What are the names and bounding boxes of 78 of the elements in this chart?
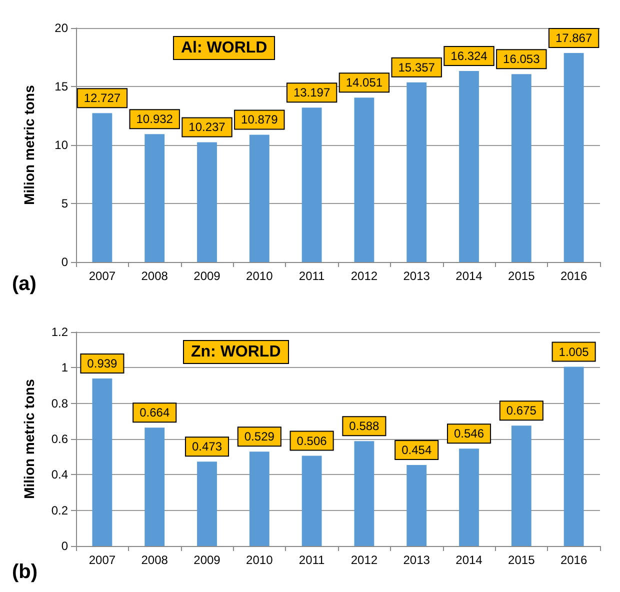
data-label: 0.664 [140,406,170,420]
x-tick-label: 2008 [141,553,168,567]
y-tick-label: 0.6 [51,432,68,446]
bar [564,366,584,546]
y-axis-title: Milion metric tons [21,378,37,499]
data-label: 0.473 [192,440,222,454]
data-label: 0.546 [454,426,484,441]
x-tick-label: 2012 [350,553,378,567]
bar [92,113,112,262]
bar [144,134,165,262]
bar [249,452,270,546]
x-tick-label: 2007 [88,269,116,283]
x-tick-label: 2015 [508,269,536,283]
bar [144,428,165,546]
data-label: 1.005 [558,344,590,359]
text: (a) [12,273,36,295]
data-label: 14.051 [346,76,383,90]
bar [511,426,532,546]
x-tick-label: 2015 [508,553,536,567]
bar [564,52,584,262]
data-label: 16.324 [450,49,488,64]
y-tick-label: 5 [61,196,68,210]
x-tick-label: 2014 [456,269,483,283]
bar [197,142,217,262]
x-tick-label: 2016 [560,269,588,283]
bar [354,98,374,262]
y-tick-label: 0 [61,539,68,553]
data-label: 17.867 [555,30,592,45]
bar [249,134,270,262]
text: (b) [12,561,38,583]
y-tick-label: 0.8 [51,396,68,410]
data-label: 0.939 [87,356,118,371]
y-tick-label: 0.2 [51,503,68,518]
x-tick-label: 2011 [298,553,326,567]
data-label: 10.879 [241,112,278,127]
x-tick-label: 2007 [88,553,116,567]
x-tick-label: 2008 [141,269,168,283]
x-tick-label: 2010 [246,269,274,283]
data-label: 13.197 [293,86,330,100]
y-tick-label: 10 [54,138,68,152]
y-tick-label: 0 [61,255,68,269]
bar [92,378,112,546]
y-axis-title: Milion metric tons [21,84,37,205]
bar [459,448,479,546]
bar [406,465,427,546]
data-label: 0.506 [296,434,328,448]
bar [354,441,374,546]
data-label: 10.932 [136,112,174,126]
text: Zn: WORLD [191,344,281,360]
x-tick-label: 2014 [456,553,483,567]
bar [406,82,427,262]
x-tick-label: 2009 [194,553,221,567]
text: Al: WORLD [181,40,268,56]
bar [302,108,322,262]
y-tick-label: 1 [61,360,68,375]
bar [459,71,479,262]
data-label: 0.588 [349,419,380,434]
x-tick-label: 2009 [194,269,221,283]
y-tick-label: 20 [54,21,68,35]
x-tick-label: 2012 [350,269,378,283]
y-tick-label: 0.4 [51,468,68,482]
x-tick-label: 2016 [560,553,588,567]
data-label: 0.454 [402,443,432,458]
data-label: 0.529 [244,430,275,444]
data-label: 0.675 [506,404,537,418]
data-label: 15.357 [398,60,436,74]
y-tick-label: 1.2 [51,325,68,339]
x-tick-label: 2010 [246,553,274,567]
data-label: 10.237 [188,120,226,134]
data-label: 12.727 [84,91,121,106]
x-tick-label: 2013 [403,269,430,283]
bar [197,462,217,546]
x-tick-label: 2013 [403,553,430,567]
y-tick-label: 15 [54,80,68,94]
bar [511,74,532,262]
bar [302,456,322,546]
x-tick-label: 2011 [298,269,326,283]
data-label: 16.053 [503,52,540,66]
